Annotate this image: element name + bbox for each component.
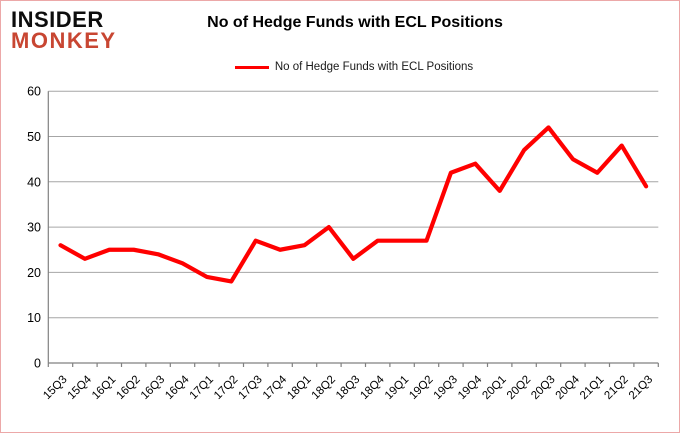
logo-line-insider: INSIDER <box>11 7 104 32</box>
svg-text:18Q4: 18Q4 <box>358 373 387 402</box>
svg-text:20: 20 <box>27 266 41 280</box>
svg-text:16Q1: 16Q1 <box>90 374 118 402</box>
svg-text:17Q2: 17Q2 <box>212 374 240 402</box>
x-axis-labels: 15Q315Q416Q116Q216Q316Q417Q117Q217Q317Q4… <box>41 373 655 402</box>
svg-text:16Q3: 16Q3 <box>139 374 167 402</box>
svg-text:17Q1: 17Q1 <box>188 374 216 402</box>
svg-text:17Q4: 17Q4 <box>261 373 290 402</box>
svg-text:10: 10 <box>27 311 41 325</box>
svg-text:40: 40 <box>27 175 41 189</box>
y-axis-labels: 0 10 20 30 40 50 60 <box>27 85 41 371</box>
svg-text:19Q4: 19Q4 <box>456 373 485 402</box>
svg-text:15Q4: 15Q4 <box>66 373 95 402</box>
svg-text:0: 0 <box>34 357 41 371</box>
svg-text:20Q2: 20Q2 <box>505 374 533 402</box>
svg-text:60: 60 <box>27 85 41 99</box>
svg-text:16Q4: 16Q4 <box>163 373 192 402</box>
chart-title: No of Hedge Funds with ECL Positions <box>207 14 503 31</box>
legend-line-swatch <box>234 65 269 69</box>
svg-text:16Q2: 16Q2 <box>114 374 142 402</box>
legend: No of Hedge Funds with ECL Positions <box>15 61 679 73</box>
svg-text:20Q3: 20Q3 <box>529 374 557 402</box>
svg-text:18Q3: 18Q3 <box>334 374 362 402</box>
svg-text:20Q4: 20Q4 <box>554 373 583 402</box>
legend-label: No of Hedge Funds with ECL Positions <box>274 61 474 73</box>
gridlines <box>48 90 659 319</box>
svg-text:18Q2: 18Q2 <box>310 374 338 402</box>
svg-text:21Q1: 21Q1 <box>578 374 606 402</box>
svg-text:18Q1: 18Q1 <box>285 374 313 402</box>
insider-monkey-logo: INSIDER MONKEY <box>11 7 117 53</box>
series-line <box>58 125 649 284</box>
svg-text:21Q3: 21Q3 <box>627 374 655 402</box>
svg-text:30: 30 <box>27 221 41 235</box>
svg-text:21Q2: 21Q2 <box>602 374 630 402</box>
svg-text:19Q1: 19Q1 <box>383 374 411 402</box>
svg-text:50: 50 <box>27 130 41 144</box>
logo-line-monkey: MONKEY <box>11 28 117 53</box>
svg-text:20Q1: 20Q1 <box>480 374 508 402</box>
axes <box>47 91 659 367</box>
svg-text:19Q3: 19Q3 <box>432 374 460 402</box>
svg-text:19Q2: 19Q2 <box>407 374 435 402</box>
svg-text:15Q3: 15Q3 <box>41 374 69 402</box>
svg-text:17Q3: 17Q3 <box>236 374 264 402</box>
